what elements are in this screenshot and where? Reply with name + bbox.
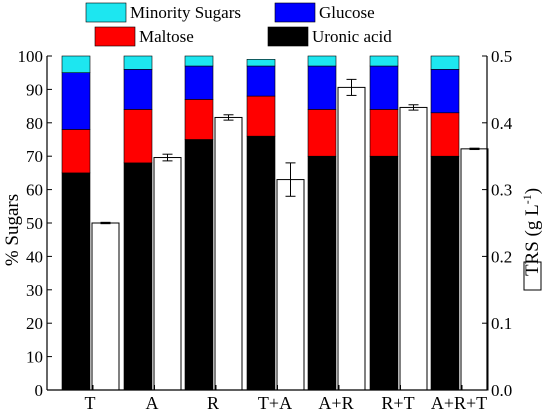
trs-bar [276,179,305,391]
stack-segment-3 [369,55,399,67]
stack-segment-1 [369,109,399,157]
legend-swatch-3 [267,26,309,47]
y-left-tick-label: 100 [18,47,44,66]
stack-segment-1 [184,99,214,140]
stack-segment-1 [430,112,460,157]
y-left-tick-label: 50 [26,214,43,233]
legend-swatch-1 [274,2,316,23]
stack-segment-0 [307,155,337,391]
stack-segment-2 [123,69,153,110]
y-left-tick-label: 60 [26,181,43,200]
y-left-tick-label: 0 [35,381,44,400]
category-label: T [85,393,96,413]
stack-segment-3 [61,55,91,74]
y-left-tick-label: 90 [26,80,43,99]
legend-label-1: Glucose [319,3,375,22]
stack-segment-2 [307,65,337,110]
y-axis-right-title-main: TRS (g L [522,204,543,276]
y-right-tick-label: 0.4 [491,114,513,133]
bars [61,55,489,391]
stack-segment-1 [61,129,91,174]
y-right-tick-label: 0.5 [491,47,512,66]
y-right-tick-label: 0.3 [491,181,512,200]
stack-segment-2 [61,72,91,130]
y-axis-right-title-sup: -1 [520,194,534,204]
axes: T A R T+A A+R R+T A+R+T 0 10 20 30 40 50 60 70 80 90 100 0… [18,47,542,413]
y-right-tick-label: 0.1 [491,314,512,333]
trs-bar [214,116,243,391]
stack-segment-0 [369,155,399,391]
stack-segment-3 [430,55,460,70]
legend-label-0: Minority Sugars [130,3,241,22]
y-left-tick-label: 10 [26,348,43,367]
stack-segment-3 [307,55,337,67]
y-left-tick-label: 70 [26,147,43,166]
stack-segment-0 [184,139,214,391]
stack-segment-0 [246,135,276,391]
stack-segment-3 [123,55,153,70]
legend: Minority Sugars Glucose Maltose Uronic acid [85,2,392,47]
category-label: R [207,393,219,413]
y-axis-left-title: % Sugars [2,194,23,266]
legend-label-3: Uronic acid [312,27,392,46]
stack-segment-0 [430,155,460,391]
legend-swatch-2 [94,26,136,47]
trs-bar [399,106,428,391]
stack-segment-3 [184,55,214,67]
category-label: T+A [258,393,292,413]
trs-legend-swatch [523,261,542,291]
category-label: R+T [381,393,414,413]
y-right-tick-label: 0.2 [491,247,512,266]
trs-bar [91,222,120,391]
y-axis-right-title: TRS (g L-1) [520,188,543,276]
stack-segment-2 [246,65,276,97]
y-left-tick-label: 30 [26,281,43,300]
category-label: A [146,393,159,413]
trs-bar [153,157,182,391]
y-left-tick-label: 20 [26,314,43,333]
y-right-tick-label: 0.0 [491,381,512,400]
legend-swatch-0 [85,2,127,23]
stack-segment-1 [123,109,153,164]
stack-segment-0 [123,162,153,391]
stack-segment-2 [184,65,214,100]
stack-segment-2 [430,69,460,114]
stack-segment-1 [307,109,337,157]
stack-segment-1 [246,95,276,137]
stack-segment-3 [246,59,276,67]
y-left-tick-label: 40 [26,247,43,266]
y-left-tick-label: 80 [26,114,43,133]
category-label: A+R+T [431,393,487,413]
legend-label-2: Maltose [139,27,194,46]
stack-segment-2 [369,65,399,110]
trs-bar [337,86,366,391]
trs-bar [460,148,489,391]
category-label: A+R [318,393,353,413]
stack-segment-0 [61,172,91,391]
y-axis-right-title-close: ) [522,188,543,194]
